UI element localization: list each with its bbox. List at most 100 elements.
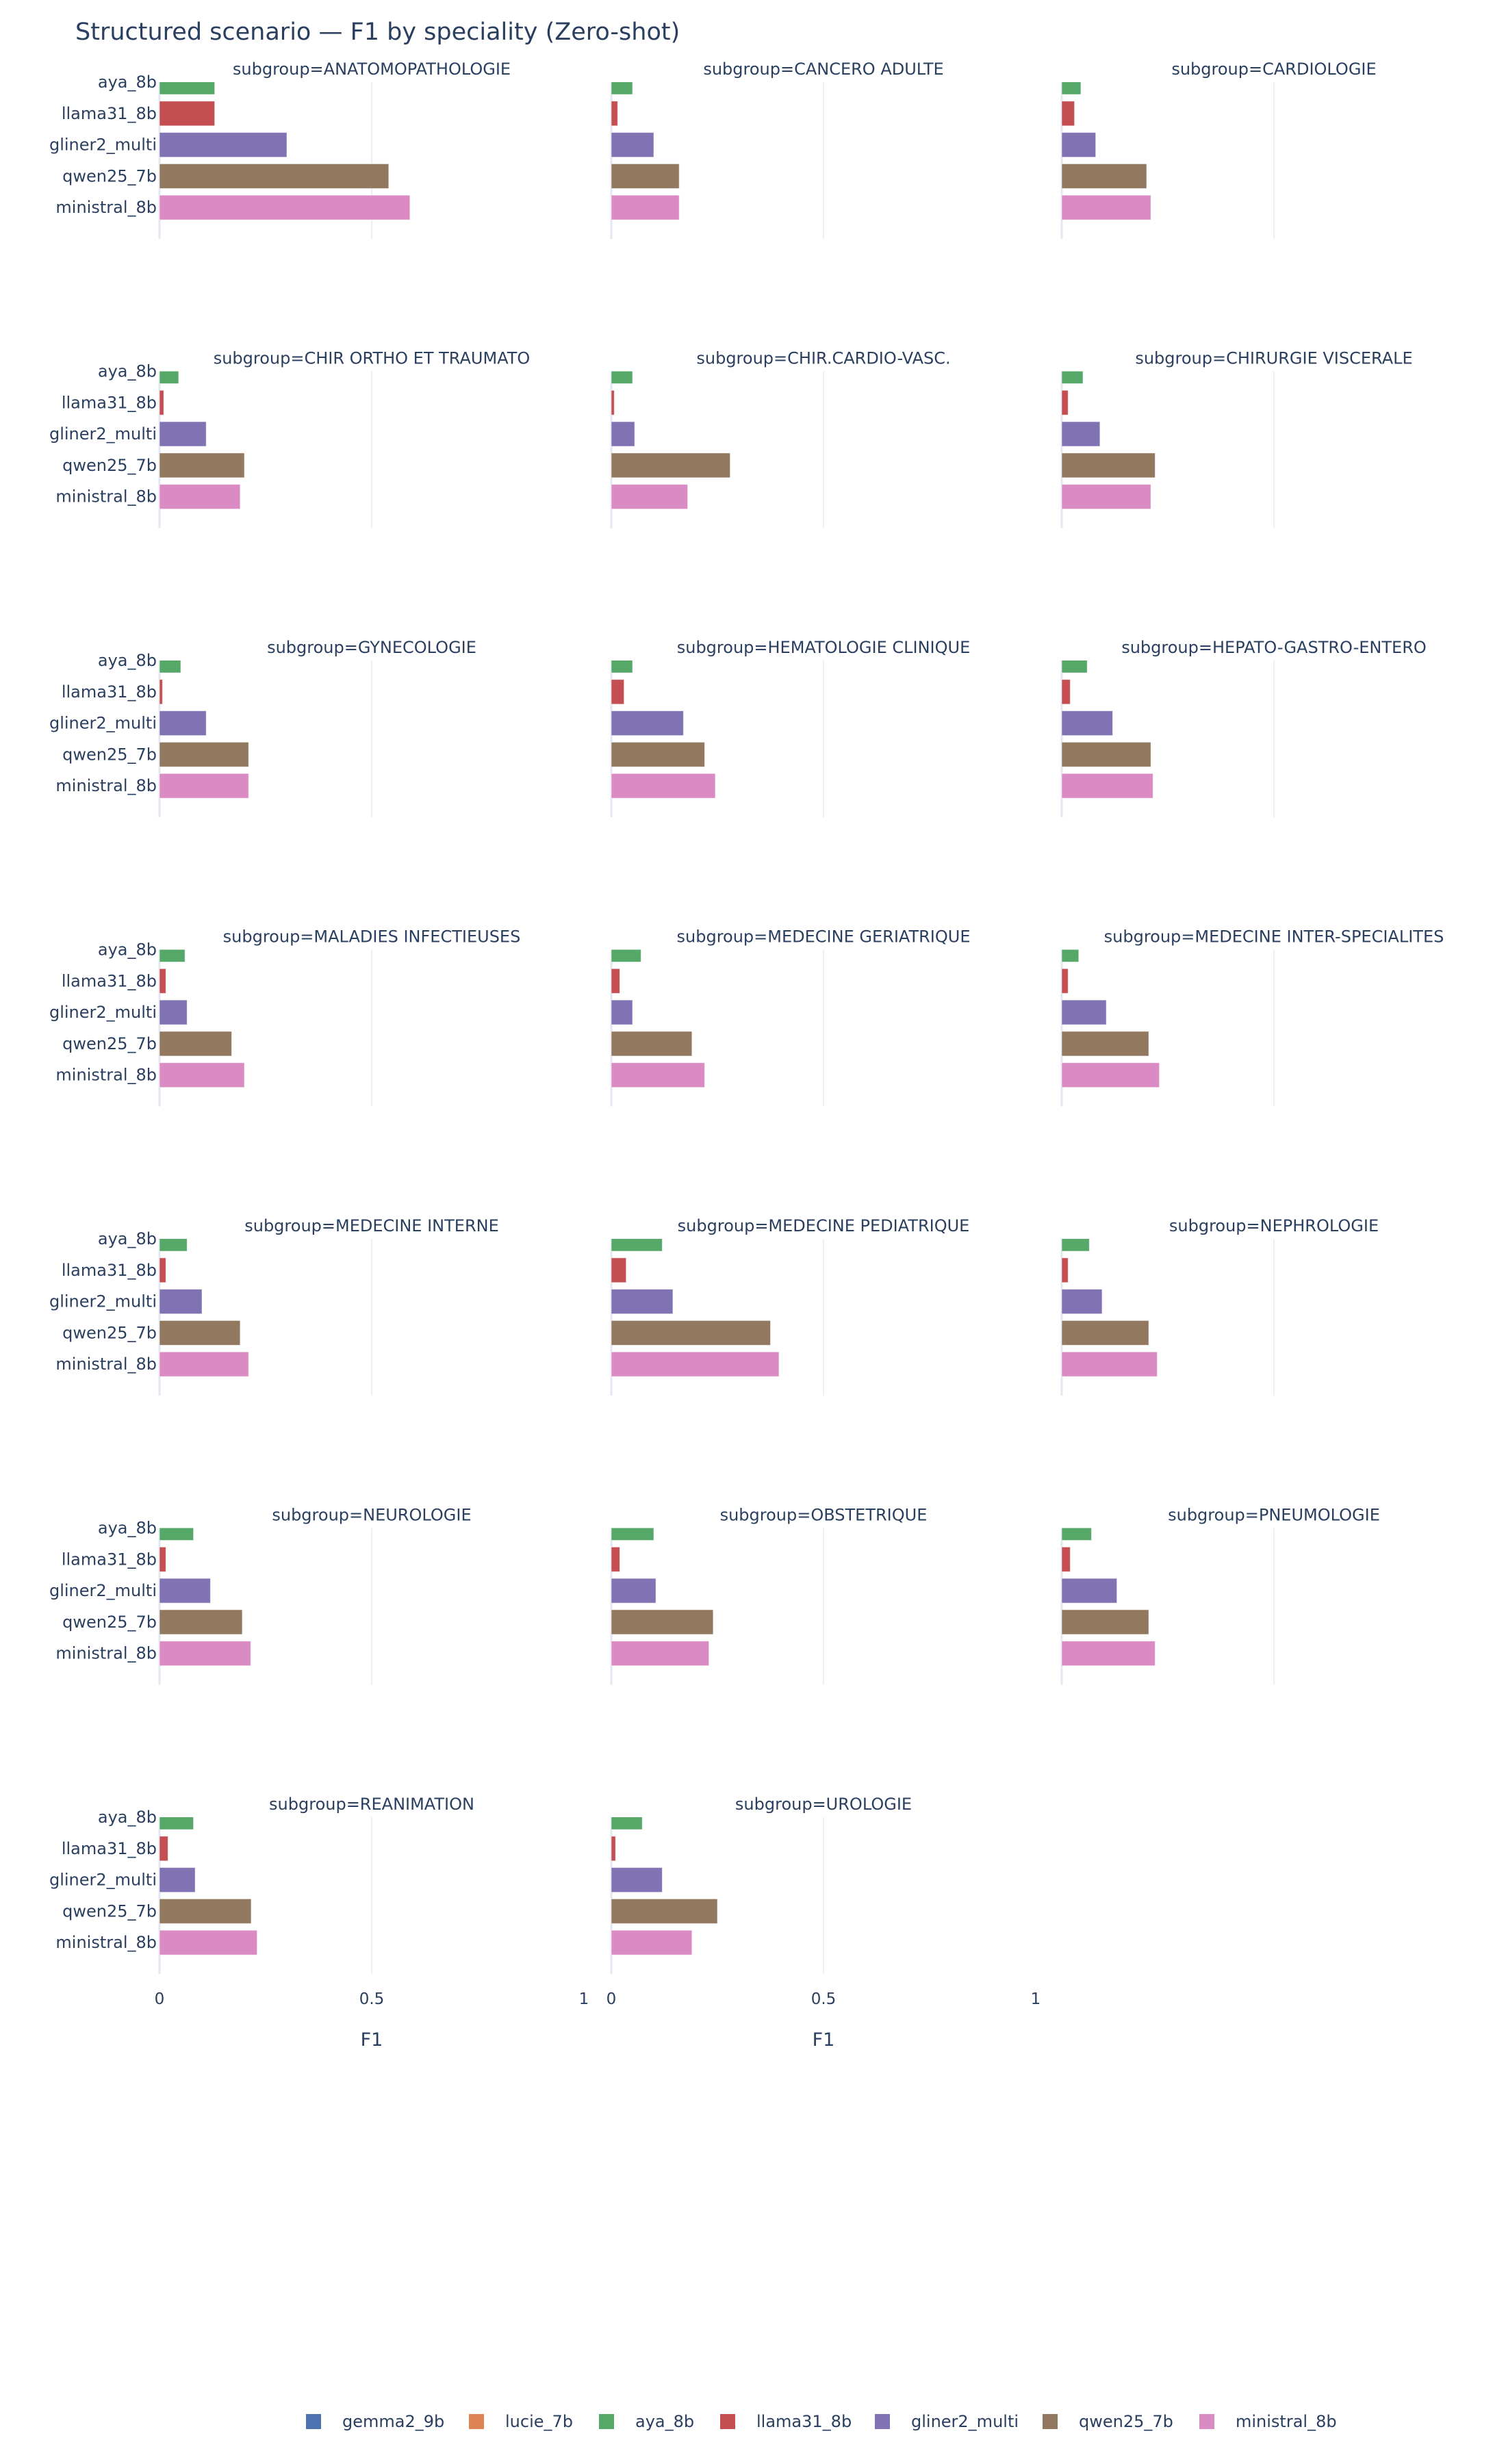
facet-panel: subgroup=NEPHROLOGIE <box>1060 1216 1379 1396</box>
bar-aya_8b <box>159 1817 194 1830</box>
chart-title: Structured scenario — F1 by speciality (… <box>75 18 680 46</box>
bar-ministral_8b <box>611 1929 693 1955</box>
y-tick-label: gliner2_multi <box>49 1871 157 1890</box>
y-tick-label: aya_8b <box>98 651 157 670</box>
y-tick-label: aya_8b <box>98 1808 157 1827</box>
legend-swatch <box>599 2414 614 2429</box>
bars <box>611 1528 714 1667</box>
subplot-title: subgroup=ANATOMOPATHOLOGIE <box>233 60 511 79</box>
bars <box>159 1528 251 1667</box>
bar-gliner2_multi <box>1061 132 1097 158</box>
bar-aya_8b <box>611 949 641 962</box>
legend-item[interactable]: qwen25_7b <box>1043 2412 1173 2431</box>
legend-item[interactable]: aya_8b <box>599 2412 694 2431</box>
bar-llama31_8b <box>159 1546 166 1572</box>
bar-aya_8b <box>611 1528 654 1541</box>
bar-llama31_8b <box>1061 968 1069 994</box>
bar-aya_8b <box>159 660 181 673</box>
bar-ministral_8b <box>159 1351 249 1377</box>
bar-llama31_8b <box>159 389 164 415</box>
facet-panel: subgroup=UROLOGIE 0 0.5 1 F1 <box>607 1795 1041 2051</box>
y-tick-label: llama31_8b <box>62 393 157 412</box>
legend-item[interactable]: lucie_7b <box>469 2412 573 2431</box>
bar-ministral_8b <box>1061 1351 1158 1377</box>
bar-aya_8b <box>1061 660 1088 673</box>
bar-qwen25_7b <box>159 452 245 478</box>
bar-qwen25_7b <box>159 163 390 189</box>
bars <box>1061 82 1151 220</box>
bar-gliner2_multi <box>1061 421 1101 447</box>
bar-qwen25_7b <box>1061 163 1147 189</box>
x-tick-label: 0 <box>607 1990 617 2008</box>
bar-aya_8b <box>159 949 186 962</box>
subplot-title: subgroup=REANIMATION <box>269 1795 474 1814</box>
legend: gemma2_9b lucie_7b aya_8b llama31_8b gliner2… <box>306 2412 1337 2431</box>
bar-gliner2_multi <box>611 710 684 736</box>
y-tick-label: ministral_8b <box>55 1644 157 1663</box>
subplot-title: subgroup=MEDECINE INTERNE <box>244 1216 499 1235</box>
y-tick-label: gliner2_multi <box>49 424 157 444</box>
legend-item[interactable]: gemma2_9b <box>306 2412 444 2431</box>
bar-gliner2_multi <box>159 1289 203 1315</box>
bar-llama31_8b <box>159 1257 166 1283</box>
legend-item[interactable]: llama31_8b <box>720 2412 852 2431</box>
bar-gliner2_multi <box>159 1867 196 1893</box>
subplot-title: subgroup=HEMATOLOGIE CLINIQUE <box>677 638 971 657</box>
y-tick-label: aya_8b <box>98 1229 157 1248</box>
bar-ministral_8b <box>159 194 411 220</box>
subplot-title: subgroup=CHIR.CARDIO-VASC. <box>696 349 950 368</box>
bar-aya_8b <box>159 1239 188 1252</box>
bar-aya_8b <box>611 371 633 384</box>
legend-swatch <box>875 2414 890 2429</box>
bar-qwen25_7b <box>159 1898 252 1924</box>
bar-llama31_8b <box>611 389 615 415</box>
bar-aya_8b <box>1061 1239 1090 1252</box>
legend-swatch <box>720 2414 735 2429</box>
x-tick-label: 1 <box>1031 1990 1041 2008</box>
bar-gliner2_multi <box>159 421 207 447</box>
bar-qwen25_7b <box>159 1320 241 1346</box>
bar-qwen25_7b <box>159 741 249 767</box>
bar-llama31_8b <box>159 1836 168 1862</box>
y-tick-label: ministral_8b <box>55 1355 157 1374</box>
legend-label: gliner2_multi <box>911 2412 1019 2431</box>
bar-aya_8b <box>159 82 216 95</box>
legend-label: aya_8b <box>635 2412 694 2431</box>
bar-aya_8b <box>611 1239 663 1252</box>
bar-qwen25_7b <box>611 1609 714 1635</box>
legend-swatch <box>1199 2414 1214 2429</box>
legend-item[interactable]: ministral_8b <box>1199 2412 1337 2431</box>
y-tick-label: ministral_8b <box>55 487 157 506</box>
bar-ministral_8b <box>1061 484 1151 510</box>
bars <box>1061 1528 1156 1667</box>
bars <box>1061 660 1153 799</box>
bar-ministral_8b <box>611 1062 705 1088</box>
bar-ministral_8b <box>611 484 689 510</box>
legend-label: llama31_8b <box>756 2412 852 2431</box>
subplot-title: subgroup=PNEUMOLOGIE <box>1168 1506 1380 1525</box>
legend-label: gemma2_9b <box>342 2412 444 2431</box>
y-tick-label: llama31_8b <box>62 971 157 990</box>
bar-ministral_8b <box>159 773 249 799</box>
bar-aya_8b <box>159 1528 194 1541</box>
legend-label: ministral_8b <box>1236 2412 1337 2431</box>
bars <box>159 949 245 1088</box>
x-axis-title: F1 <box>813 2029 835 2051</box>
y-tick-label: llama31_8b <box>62 1261 157 1280</box>
facet-panel: subgroup=CHIRURGIE VISCERALE <box>1060 349 1413 528</box>
subplot-title: subgroup=CARDIOLOGIE <box>1171 60 1376 79</box>
facet-panel: subgroup=MEDECINE PEDIATRIQUE <box>610 1216 969 1396</box>
legend-item[interactable]: gliner2_multi <box>875 2412 1019 2431</box>
y-tick-label: ministral_8b <box>55 198 157 217</box>
y-tick-label: llama31_8b <box>62 682 157 702</box>
bar-qwen25_7b <box>1061 741 1151 767</box>
bar-llama31_8b <box>611 1257 627 1283</box>
bars <box>611 1817 718 1955</box>
bar-qwen25_7b <box>1061 452 1156 478</box>
subplot-title: subgroup=CANCERO ADULTE <box>703 60 943 79</box>
legend-swatch <box>306 2414 321 2429</box>
facet-panels: subgroup=ANATOMOPATHOLOGIE aya_8b llama31_… <box>49 60 1444 2051</box>
y-tick-label: qwen25_7b <box>62 1034 157 1053</box>
x-tick-label: 0.5 <box>359 1990 385 2008</box>
